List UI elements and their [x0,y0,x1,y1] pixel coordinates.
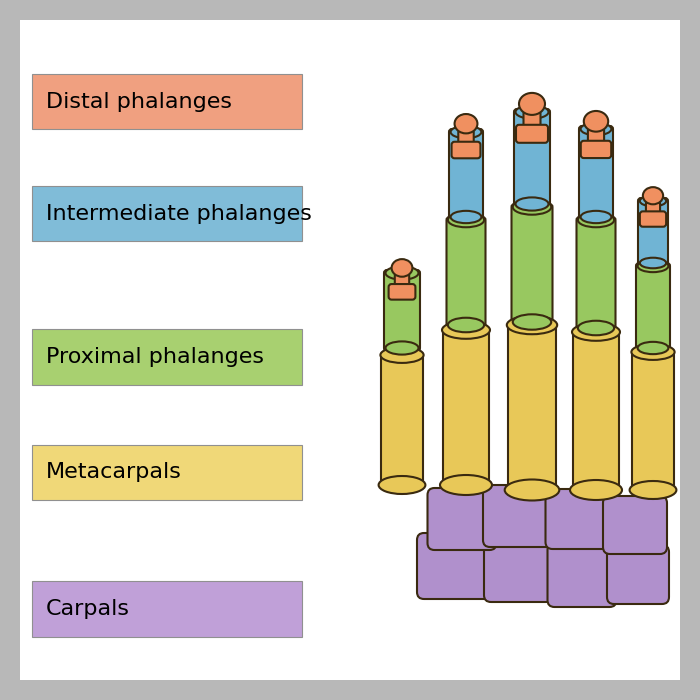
FancyBboxPatch shape [607,545,669,604]
Ellipse shape [640,196,666,206]
Text: Proximal phalanges: Proximal phalanges [46,347,264,367]
Ellipse shape [580,122,611,135]
FancyBboxPatch shape [524,112,540,130]
FancyBboxPatch shape [547,543,617,607]
Ellipse shape [448,213,484,228]
Ellipse shape [386,267,419,279]
Ellipse shape [570,480,622,500]
FancyBboxPatch shape [514,109,550,207]
FancyBboxPatch shape [516,125,548,143]
Ellipse shape [629,481,676,499]
Text: Intermediate phalanges: Intermediate phalanges [46,204,312,223]
FancyBboxPatch shape [381,352,423,488]
Ellipse shape [512,314,552,330]
FancyBboxPatch shape [545,489,615,549]
FancyBboxPatch shape [638,198,668,266]
FancyBboxPatch shape [483,485,557,547]
Ellipse shape [386,342,419,355]
FancyBboxPatch shape [573,329,619,493]
Ellipse shape [638,260,668,272]
Ellipse shape [507,316,557,334]
Ellipse shape [505,480,559,500]
Ellipse shape [584,111,608,132]
Ellipse shape [519,93,545,115]
FancyBboxPatch shape [447,217,486,328]
FancyBboxPatch shape [384,270,420,351]
Ellipse shape [442,321,490,339]
Ellipse shape [578,213,614,228]
Ellipse shape [379,476,426,494]
Ellipse shape [578,321,614,335]
Ellipse shape [391,259,412,276]
FancyBboxPatch shape [508,322,556,493]
Ellipse shape [580,211,611,223]
Ellipse shape [515,106,549,118]
FancyBboxPatch shape [636,263,670,351]
FancyBboxPatch shape [640,211,666,227]
FancyBboxPatch shape [32,582,302,636]
FancyBboxPatch shape [32,445,302,500]
Ellipse shape [451,211,482,223]
FancyBboxPatch shape [588,129,604,146]
Ellipse shape [451,126,482,138]
FancyBboxPatch shape [32,330,302,384]
FancyBboxPatch shape [428,488,496,550]
Ellipse shape [515,197,549,211]
FancyBboxPatch shape [443,327,489,488]
FancyBboxPatch shape [389,284,415,300]
Ellipse shape [572,323,620,341]
FancyBboxPatch shape [32,186,302,241]
Ellipse shape [448,318,484,332]
Ellipse shape [643,187,663,204]
FancyBboxPatch shape [581,141,611,158]
Ellipse shape [631,344,675,360]
FancyBboxPatch shape [512,204,552,325]
FancyBboxPatch shape [646,202,660,216]
FancyBboxPatch shape [417,533,493,599]
Ellipse shape [454,114,477,134]
Ellipse shape [512,199,552,215]
FancyBboxPatch shape [579,126,613,220]
FancyBboxPatch shape [603,496,667,554]
FancyBboxPatch shape [32,74,302,129]
FancyBboxPatch shape [449,129,483,220]
FancyBboxPatch shape [452,141,480,158]
Ellipse shape [638,342,668,354]
Text: Carpals: Carpals [46,599,130,619]
FancyBboxPatch shape [458,130,474,147]
Ellipse shape [640,258,666,268]
Ellipse shape [440,475,492,495]
Text: Distal phalanges: Distal phalanges [46,92,232,111]
Text: Metacarpals: Metacarpals [46,463,181,482]
FancyBboxPatch shape [395,274,409,289]
FancyBboxPatch shape [484,533,556,602]
FancyBboxPatch shape [632,349,674,493]
Ellipse shape [380,347,424,363]
FancyBboxPatch shape [577,217,615,331]
